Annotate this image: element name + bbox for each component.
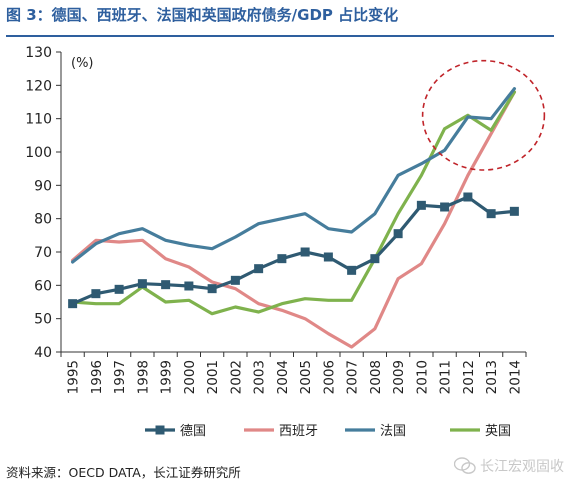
y-tick-label: 80 [34,212,52,228]
y-tick-label: 130 [25,45,52,61]
data-point-germany [347,265,357,275]
data-point-germany [370,254,380,264]
x-tick-label: 1996 [89,360,105,394]
y-tick-label: 50 [34,312,52,328]
chart-legend: 德国 西班牙 法国 英国 [145,424,511,439]
data-point-germany [68,299,78,309]
x-tick-label: 1997 [112,360,128,394]
x-tick-label: 2007 [345,360,361,394]
data-point-germany [416,200,426,210]
x-tick-label: 2011 [438,360,454,394]
x-tick-label: 2010 [414,360,430,394]
x-tick-label: 1999 [159,360,175,394]
y-tick-label: 40 [34,345,52,361]
data-point-germany [300,247,310,257]
page-title: 图 3：德国、西班牙、法国和英国政府债务/GDP 占比变化 [6,6,399,24]
y-tick-label: 110 [25,112,52,128]
x-tick-label: 2014 [507,360,523,394]
data-point-germany [114,284,124,294]
y-tick-label: 100 [25,145,52,161]
y-unit-label: (%) [71,56,94,71]
y-tick-label: 120 [25,78,52,94]
x-tick-label: 2000 [182,360,198,394]
legend-label-germany: 德国 [180,424,206,439]
debt-gdp-line-chart: 40 50 60 70 80 90 100 110 120 130 (%) 1995 1996 1997 1… [25,45,546,439]
watermark: 长江宏观固收 [454,456,564,476]
data-point-germany [91,289,101,299]
x-tick-label: 2003 [252,360,268,394]
data-point-germany [277,254,287,264]
data-point-germany [463,192,473,202]
data-point-germany [440,202,450,212]
x-tick-label: 2004 [275,360,291,394]
source-note: 资料来源：OECD DATA，长江证券研究所 [6,465,241,480]
x-tick-label: 2012 [461,360,477,394]
x-tick-label: 2006 [321,360,337,394]
data-point-germany [323,252,333,262]
data-point-germany [230,275,240,285]
legend-label-france: 法国 [380,424,406,439]
chart-axes: 40 50 60 70 80 90 100 110 120 130 (%) 1995 1996 1997 1… [25,45,527,394]
y-tick-label: 90 [34,178,52,194]
watermark-text: 长江宏观固收 [480,459,564,475]
series-line-uk [70,90,517,316]
y-tick-label: 60 [34,278,52,294]
data-point-germany [486,209,496,219]
x-tick-label: 2005 [298,360,314,394]
series-line-france [70,87,517,264]
chart-highlight-layer [421,59,546,171]
x-tick-label: 2013 [484,360,500,394]
x-tick-label: 2002 [228,360,244,394]
y-tick-label: 70 [34,245,52,261]
data-point-germany [184,281,194,291]
x-tick-label: 1998 [135,360,151,394]
data-point-germany [161,280,171,290]
legend-label-uk: 英国 [485,424,511,439]
x-tick-label: 1995 [66,360,82,394]
title-rule-tick [542,35,554,37]
data-point-germany [393,229,403,239]
legend-marker-germany [155,425,165,435]
data-point-germany [509,206,519,216]
data-point-germany [254,264,264,274]
data-point-germany [207,284,217,294]
chart-series-layer [68,87,519,349]
x-tick-label: 2009 [391,360,407,394]
wechat-icon [454,457,476,474]
x-tick-label: 2001 [205,360,221,394]
series-line-spain [70,90,517,349]
data-point-germany [137,279,147,289]
x-tick-label: 2008 [368,360,384,394]
legend-label-spain: 西班牙 [279,424,318,439]
title-rule [6,35,542,37]
highlight-ellipse [421,59,546,171]
